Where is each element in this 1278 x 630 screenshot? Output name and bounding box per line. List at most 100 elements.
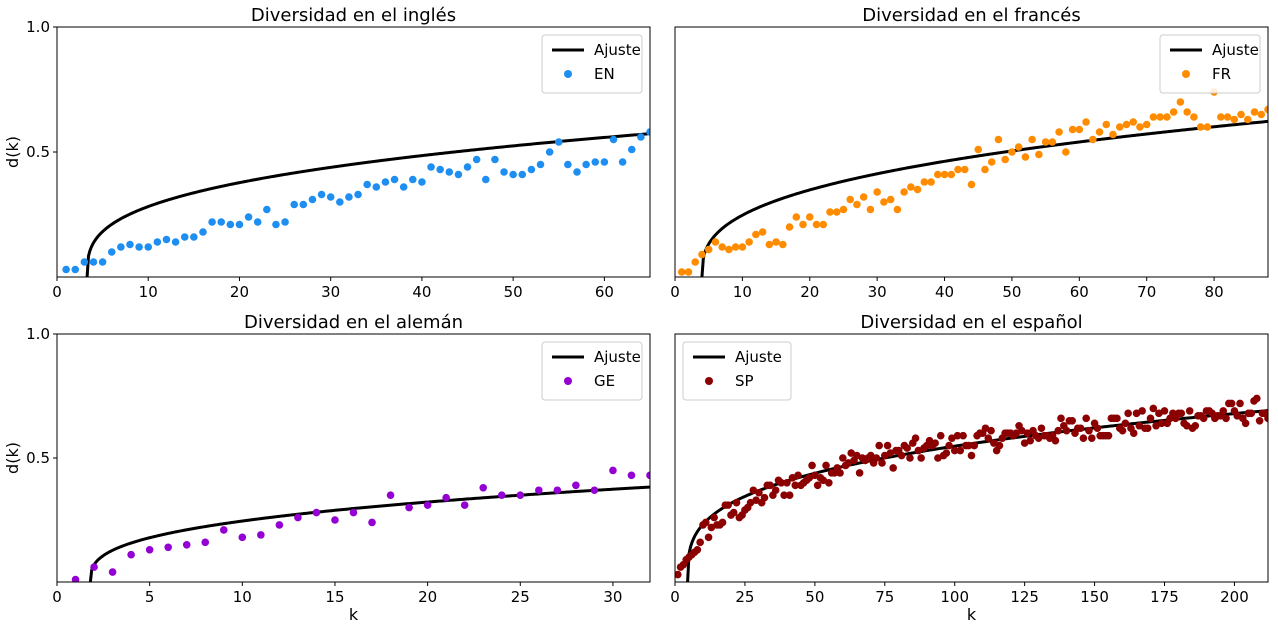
data-point [994, 135, 1003, 144]
legend-fit-label: Ajuste [735, 348, 782, 366]
data-point [675, 570, 682, 579]
data-point [1121, 419, 1130, 428]
data-point [1129, 429, 1138, 438]
data-point [117, 243, 125, 251]
legend-series-marker [705, 377, 713, 385]
data-point [704, 533, 713, 542]
data-point [281, 218, 289, 226]
data-point [1076, 424, 1085, 433]
data-point [1241, 419, 1250, 428]
data-point [1160, 407, 1169, 415]
data-point [1250, 108, 1259, 116]
data-point [1055, 128, 1063, 136]
data-point [1068, 125, 1077, 134]
data-point [637, 133, 645, 141]
x-tick-label: 30 [868, 283, 887, 301]
data-point [832, 208, 841, 216]
data-point [970, 441, 979, 450]
y-tick-label: 0.5 [26, 449, 50, 467]
data-point [1219, 407, 1228, 415]
data-point [390, 175, 399, 184]
data-point [1223, 113, 1232, 121]
data-point [1008, 148, 1016, 156]
x-tick-label: 40 [412, 283, 431, 301]
chart-title: Diversidad en el alemán [244, 312, 463, 333]
data-point [1109, 130, 1117, 139]
data-point [381, 178, 390, 186]
data-point [153, 238, 162, 246]
data-point [799, 220, 807, 229]
data-point [813, 481, 822, 490]
data-point [1089, 135, 1097, 144]
data-point [182, 541, 191, 549]
x-tick-label: 150 [1080, 588, 1109, 606]
data-point [208, 218, 216, 226]
data-point [98, 258, 107, 266]
data-point [913, 185, 922, 194]
y-axis-label: d(k) [3, 136, 22, 168]
legend-series-marker [564, 377, 572, 385]
legend-fit-label: Ajuste [1212, 41, 1259, 59]
data-point [312, 508, 321, 517]
data-point [839, 454, 847, 462]
data-point [945, 441, 953, 450]
data-point [1037, 424, 1046, 433]
data-point [180, 233, 189, 241]
data-point [927, 178, 935, 186]
x-tick-label: 10 [139, 283, 158, 301]
data-point [792, 213, 801, 221]
plot-frame [674, 333, 1269, 583]
legend: Ajuste FR [1159, 34, 1261, 94]
data-point [135, 243, 143, 251]
data-point [771, 486, 780, 495]
data-point [1149, 404, 1158, 413]
data-point [423, 501, 432, 509]
data-point [90, 563, 98, 571]
data-point [1095, 128, 1104, 136]
x-tick-label: 175 [1150, 588, 1179, 606]
data-point [1102, 120, 1111, 129]
data-point [1035, 150, 1043, 159]
data-point [724, 501, 732, 509]
data-point [442, 493, 450, 502]
data-point [1124, 409, 1132, 418]
data-point [738, 243, 747, 251]
data-point [1157, 419, 1166, 428]
data-point [875, 441, 883, 450]
data-point [331, 516, 339, 524]
legend-fit-label: Ajuste [594, 348, 641, 366]
data-point [755, 488, 763, 497]
data-point [1243, 115, 1252, 124]
data-point [368, 518, 376, 527]
data-point [729, 508, 738, 517]
x-tick-label: 0 [670, 283, 680, 301]
data-point [1054, 426, 1063, 435]
data-point [354, 190, 362, 199]
legend-fit-label: Ajuste [594, 41, 641, 59]
data-point [564, 160, 572, 169]
x-tick-label: 0 [670, 588, 680, 606]
data-point [463, 163, 472, 171]
data-point [591, 158, 600, 166]
data-point [454, 170, 463, 179]
legend: Ajuste GE [541, 341, 643, 401]
data-point [1177, 409, 1186, 418]
data-point [89, 258, 98, 266]
data-point [491, 155, 499, 164]
data-point [1169, 108, 1178, 116]
data-point [1217, 113, 1225, 121]
data-point [1062, 426, 1071, 435]
data-point [509, 170, 517, 179]
data-point [308, 195, 317, 204]
data-point [646, 128, 650, 136]
data-point [967, 451, 976, 460]
data-point [427, 163, 435, 171]
data-point [1196, 123, 1205, 131]
data-point [1264, 105, 1268, 114]
data-point [590, 486, 599, 495]
data-point [299, 200, 308, 209]
data-point [217, 218, 226, 226]
data-point [317, 190, 326, 199]
data-point [62, 265, 70, 274]
data-point [275, 521, 284, 529]
